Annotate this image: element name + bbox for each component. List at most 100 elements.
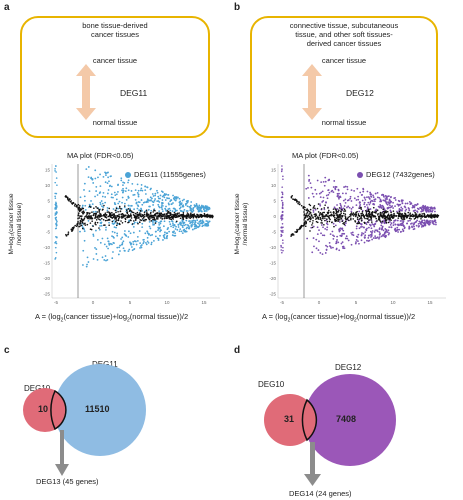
ma-point [407,211,410,214]
ma-point [156,191,159,194]
ma-point [103,224,105,226]
ma-point [94,216,97,219]
ma-point [305,187,308,190]
ma-point [403,214,406,217]
ma-point [135,240,137,243]
ma-point [394,205,396,208]
ma-point [343,221,345,224]
ma-point [347,239,350,242]
ma-point [122,214,124,217]
ma-point [180,214,183,216]
ma-point [119,250,121,252]
ma-point [198,215,201,217]
ma-point [113,191,116,194]
ma-point [191,215,194,218]
ma-point [176,213,179,215]
ma-point [365,212,368,214]
ma-point [409,214,412,217]
ma-point [327,193,330,196]
ma-point [397,217,400,219]
ma-point [411,215,413,217]
ma-point [355,225,358,228]
ma-point [87,176,90,179]
xlabel-sub: 2 [287,317,291,324]
ma-point [282,178,284,180]
ma-point [423,213,426,215]
ma-point [130,204,133,207]
ma-point [328,214,331,217]
ma-point [379,206,382,208]
ma-point [153,199,156,202]
ma-point [122,216,124,219]
ma-point [314,215,317,218]
ma-point [378,227,381,230]
ma-point [392,201,394,204]
ma-point [195,227,197,230]
venn-diagram-c [23,364,146,476]
ma-point [125,209,128,212]
ma-point [93,207,95,210]
tissue-title-line: derived cancer tissues [306,39,382,48]
ma-point [366,239,368,242]
tissue-title-line: bone tissue-derived [82,21,148,30]
ma-point [146,211,148,213]
ma-point [183,224,186,227]
ma-point [349,215,352,217]
ma-point [358,210,361,213]
ma-point [147,217,150,219]
ma-point [281,193,284,196]
ma-point [96,194,99,196]
ma-point [73,204,76,207]
ma-point [346,206,348,209]
ma-point [98,211,101,213]
ma-point [86,223,89,226]
ma-point [106,259,109,261]
ma-point [156,200,159,203]
ma-point [183,198,185,201]
ma-point [86,214,88,216]
ma-point [196,213,198,216]
ma-point [55,171,57,173]
y-tick-label: 10 [271,183,277,188]
ma-point [140,199,143,201]
ma-point [105,214,108,216]
ma-point [403,226,406,229]
ma-point [107,215,109,218]
ma-point [316,207,319,210]
ma-point [416,219,419,222]
ma-point [435,214,437,217]
ma-point [98,210,100,212]
ma-point [301,225,304,227]
ma-point [84,199,86,202]
ma-point [105,174,107,177]
ma-point [113,213,115,215]
ma-point [308,180,310,182]
ma-point [347,216,350,219]
ma-point [346,185,349,188]
ma-point [111,220,114,223]
ma-point [410,202,413,205]
ma-point [308,215,311,218]
ma-point [190,212,192,214]
ma-plot-title-a: MA plot (FDR<0.05) [67,151,134,160]
ma-point [180,230,183,233]
y-axis-label-line: M=log₂(cancer tissue [8,193,15,255]
ma-point [168,203,170,206]
ma-point [321,190,324,193]
ma-point [71,230,73,233]
ma-point [319,251,322,254]
ma-point [385,229,388,231]
ma-point [54,202,57,205]
ma-point [332,191,335,194]
ma-point [403,205,406,208]
ma-point [323,208,326,211]
ma-point [343,223,346,226]
ma-point [411,213,414,216]
ma-point [124,214,126,217]
ma-point [430,215,433,218]
ma-point [350,200,353,202]
venn-set-label-right-d: DEG12 [335,363,362,372]
ma-point [320,232,322,235]
ma-point [389,206,392,209]
ma-point [79,196,82,199]
